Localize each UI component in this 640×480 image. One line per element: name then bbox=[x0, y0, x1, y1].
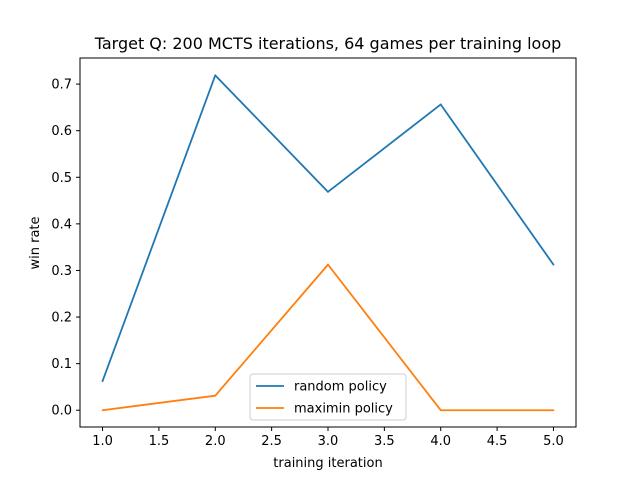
legend-label: random policy bbox=[294, 380, 387, 395]
y-tick-label: 0.5 bbox=[51, 171, 72, 186]
data-point bbox=[214, 394, 217, 397]
series-line-0 bbox=[101, 74, 555, 382]
series-layer bbox=[101, 74, 555, 412]
x-tick-label: 4.5 bbox=[487, 434, 508, 449]
data-point bbox=[214, 74, 217, 77]
x-axis-label: training iteration bbox=[273, 456, 382, 471]
chart-title: Target Q: 200 MCTS iterations, 64 games … bbox=[94, 34, 562, 53]
x-tick-label: 2.5 bbox=[261, 434, 282, 449]
x-tick-label: 1.0 bbox=[92, 434, 113, 449]
x-tick-label: 4.0 bbox=[430, 434, 451, 449]
data-point bbox=[439, 103, 442, 106]
y-axis-label: win rate bbox=[28, 216, 43, 269]
x-tick-label: 3.0 bbox=[318, 434, 339, 449]
y-tick-label: 0.0 bbox=[51, 404, 72, 419]
data-point bbox=[552, 263, 555, 266]
y-tick-label: 0.3 bbox=[51, 264, 72, 279]
legend-label: maximin policy bbox=[294, 402, 393, 417]
data-point bbox=[327, 190, 329, 193]
y-tick-label: 0.4 bbox=[51, 217, 72, 232]
axis-ticks: 1.0 1.5 2.0 2.5 3.0 3.5 4.0 4.5 5.0 0.0 0.1 0.2 0.3 0… bbox=[51, 78, 563, 449]
x-tick-label: 5.0 bbox=[543, 434, 564, 449]
y-tick-label: 0.1 bbox=[51, 357, 72, 372]
data-point bbox=[101, 380, 104, 383]
data-point bbox=[552, 409, 555, 412]
y-tick-label: 0.7 bbox=[51, 78, 72, 93]
data-point bbox=[327, 263, 329, 266]
y-tick-label: 0.6 bbox=[51, 124, 72, 139]
x-tick-label: 2.0 bbox=[205, 434, 226, 449]
y-tick-label: 0.2 bbox=[51, 311, 72, 326]
x-tick-label: 3.5 bbox=[374, 434, 395, 449]
x-tick-label: 1.5 bbox=[149, 434, 170, 449]
legend: random policy maximin policy bbox=[249, 373, 407, 421]
data-point bbox=[439, 409, 442, 412]
data-point bbox=[101, 409, 104, 412]
legend-box bbox=[249, 373, 407, 421]
